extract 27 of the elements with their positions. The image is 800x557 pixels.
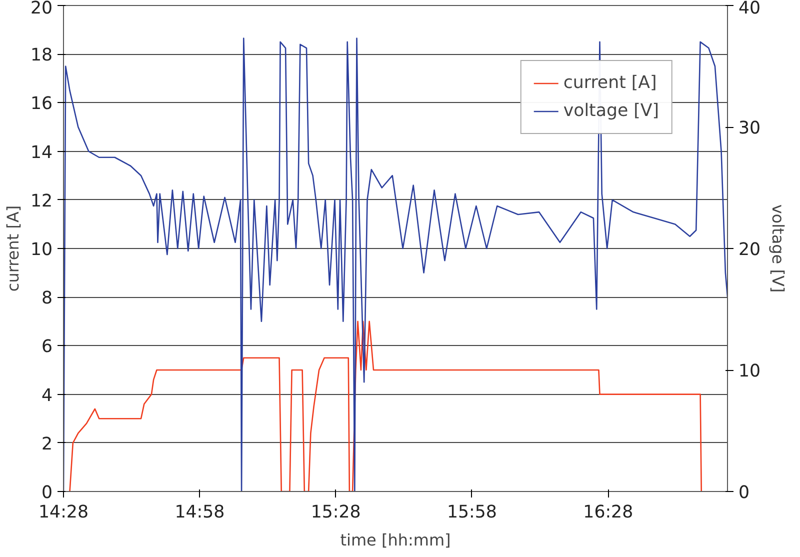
y-tick-label: 12 [30,191,53,212]
y-axis-title: current [A] [3,205,22,292]
x-axis-title: time [hh:mm] [340,530,451,550]
x-tick-label: 15:58 [447,502,497,522]
y-tick-label: 8 [41,288,53,309]
line-series [69,320,702,492]
y-tick-label: 0 [41,483,53,503]
y2-tick-label: 30 [738,118,761,138]
y-tick-label: 10 [30,240,53,260]
y2-tick-label: 20 [738,240,761,260]
x-tick-label: 15:28 [310,502,361,522]
x-tick-label: 14:28 [38,502,88,522]
y2-tick-label: 10 [738,362,761,382]
x-tick-label: 14:58 [174,502,225,522]
y2-tick-label: 40 [738,0,761,18]
y-tick-label: 4 [41,386,53,406]
y-tick-label: 2 [41,434,53,454]
y-tick-label: 16 [30,94,53,114]
y-tick-label: 18 [30,46,53,66]
y2-tick-label: 0 [738,483,750,503]
x-tick-label: 16:28 [583,502,634,522]
y-tick-label: 14 [30,142,53,163]
y-tick-label: 6 [41,337,53,358]
legend-label: current [A] [563,73,657,93]
y-tick-label: 20 [30,0,53,18]
y2-axis-title: voltage [V] [768,204,788,293]
legend-label: voltage [V] [563,101,659,121]
